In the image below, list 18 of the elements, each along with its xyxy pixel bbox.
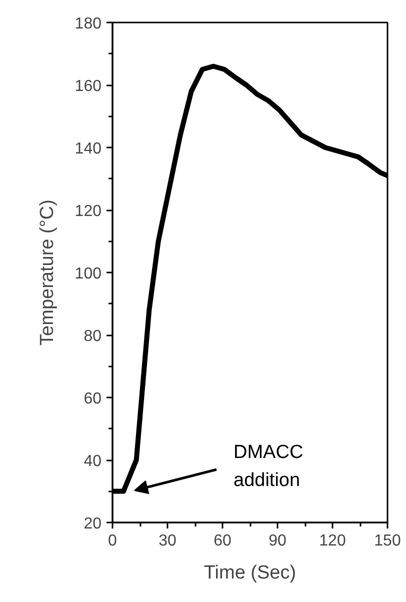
y-tick-label: 80 [84, 328, 102, 345]
y-tick-label: 140 [74, 140, 102, 158]
x-tick-label: 150 [374, 532, 401, 550]
y-tick-label: 20 [84, 516, 102, 532]
x-tick-label: 90 [268, 532, 286, 550]
x-tick-label: 30 [158, 532, 176, 550]
y-tick-label: 60 [84, 390, 102, 408]
y-axis-title: Temperature (°C) [36, 200, 58, 346]
x-tick-label: 0 [108, 532, 118, 550]
x-tick-label: 60 [214, 532, 232, 550]
annotation: DMACC addition [234, 442, 304, 492]
x-tick-label: 120 [319, 532, 346, 550]
y-tick-label: 40 [84, 453, 102, 470]
y-tick-label: 180 [74, 16, 102, 32]
y-tick-label: 120 [74, 203, 102, 220]
x-axis-title: Time (Sec) [204, 562, 296, 584]
y-tick-label: 160 [74, 78, 102, 95]
y-tick-label: 100 [74, 266, 102, 282]
